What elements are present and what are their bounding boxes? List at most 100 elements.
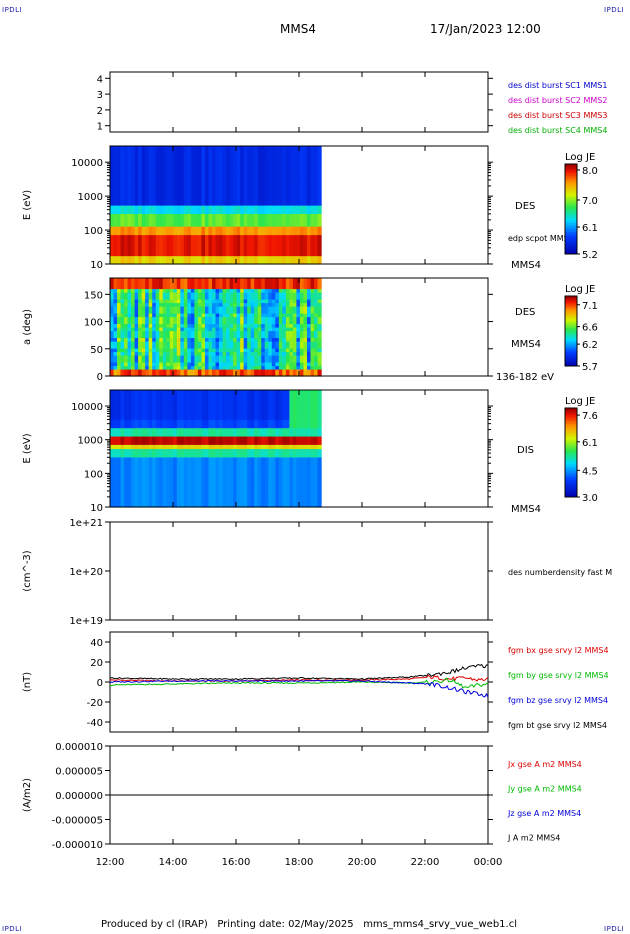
des-energy-spectrogram-cell [254,234,259,240]
des-pitch-spectrogram-cell [285,281,290,286]
dis-energy-spectrogram-cell [159,410,164,416]
des-pitch-spectrogram-cell [268,302,273,307]
dis-energy-spectrogram-cell [152,477,157,483]
sc-availability-legend-entry: des dist burst SC3 MMS3 [508,111,607,120]
dis-energy-spectrogram-cell [190,398,196,404]
dis-energy-spectrogram-cell [194,465,199,470]
des-pitch-spectrogram-cell [222,327,227,332]
des-pitch-spectrogram-cell [247,299,252,304]
dis-energy-spectrogram-cell [236,423,241,429]
plot-datetime: 17/Jan/2023 12:00 [430,22,541,36]
dis-energy-spectrogram-cell [113,431,118,437]
dis-energy-spectrogram-cell [110,469,115,475]
dis-energy-spectrogram-cell [261,394,266,399]
dis-energy-spectrogram-cell [240,435,245,441]
dis-energy-spectrogram-cell [261,465,266,470]
des-energy-spectrogram-cell [236,251,241,257]
des-energy-spectrogram-cell [303,205,308,210]
des-energy-spectrogram-cell [166,183,171,189]
dis-energy-spectrogram-cell [131,486,136,491]
des-energy-spectrogram-cell [120,234,125,240]
dis-energy-spectrogram-cell [110,410,115,416]
des-energy-spectrogram-cell [250,154,255,160]
des-pitch-spectrogram-cell [296,351,301,356]
des-energy-spectrogram-cell [257,200,262,206]
des-pitch-spectrogram-cell [166,362,171,367]
des-energy-spectrogram-cell [299,196,305,202]
dis-energy-spectrogram-cell [247,406,252,412]
dis-energy-spectrogram-cell [110,398,115,404]
des-energy-spectrogram-cell [250,179,255,185]
des-energy-spectrogram-cell [299,188,305,193]
des-pitch-spectrogram-cell [110,323,115,328]
des-energy-spectrogram-cell [233,146,238,151]
dis-energy-spectrogram-cell [190,402,196,408]
des-energy-spectrogram-cell [314,179,319,185]
dis-energy-spectrogram-cell [190,498,196,504]
des-energy-spectrogram-cell [173,171,178,177]
dis-energy-spectrogram-cell [166,490,171,496]
des-pitch-spectrogram-cell [134,351,139,356]
des-energy-spectrogram-cell [113,217,118,223]
dis-energy-spectrogram-cell [187,469,192,475]
des-energy-spectrogram-cell [254,158,259,164]
des-energy-spectrogram-cell [243,247,248,252]
des-energy-spectrogram-cell [166,230,171,236]
dis-energy-spectrogram-cell [183,456,188,462]
des-pitch-spectrogram-cell [275,334,280,339]
des-pitch-spectrogram-cell [120,306,125,311]
des-energy-spectrogram-cell [176,221,181,227]
des-pitch-spectrogram-cell [271,313,276,318]
des-energy-spectrogram-cell [127,209,132,215]
des-energy-spectrogram-cell [229,238,234,244]
des-energy-spectrogram-cell [190,188,196,193]
des-energy-spectrogram-cell [240,213,245,219]
dis-energy-spectrogram-cell [226,410,231,416]
des-energy-spectrogram-cell [141,255,146,261]
des-energy-spectrogram-cell [243,175,248,181]
des-energy-spectrogram-cell [169,175,174,181]
des-energy-spectrogram-cell [268,188,273,193]
des-pitch-spectrogram-cell [138,295,143,300]
des-pitch-spectrogram-cell [113,299,118,304]
des-pitch-spectrogram-cell [222,341,227,346]
des-energy-spectrogram-cell [212,175,217,181]
des-pitch-spectrogram-cell [201,362,206,367]
des-pitch-spectrogram-cell [264,323,269,328]
des-pitch-spectrogram-cell [215,288,220,293]
des-pitch-spectrogram-cell [194,362,199,367]
des-energy-colorbar-tick-label: 6.1 [582,223,598,234]
dis-energy-spectrogram-cell [250,490,255,496]
dis-energy-spectrogram-cell [282,481,287,487]
dis-energy-spectrogram-cell [268,452,273,458]
dis-energy-spectrogram-cell [148,435,153,441]
dis-energy-spectrogram-cell [180,398,185,404]
des-energy-spectrogram-cell [134,146,139,151]
des-pitch-spectrogram-cell [254,323,259,328]
des-pitch-spectrogram-cell [159,358,164,363]
des-pitch-spectrogram-cell [166,369,171,374]
dis-energy-spectrogram-cell [243,469,248,475]
des-energy-spectrogram-cell [306,217,312,223]
des-energy-spectrogram-cell [124,158,129,164]
dis-energy-spectrogram-cell [131,419,136,425]
des-energy-spectrogram-cell [201,200,206,206]
dis-energy-spectrogram-cell [201,402,206,408]
des-pitch-spectrogram-cell [131,295,136,300]
des-energy-spectrogram-cell [145,171,150,177]
des-pitch-spectrogram-cell [222,334,227,339]
dis-energy-spectrogram-cell [219,427,224,433]
des-pitch-spectrogram-cell [190,316,196,321]
dis-energy-spectrogram-cell [120,402,125,408]
dis-energy-spectrogram-cell [166,456,171,462]
des-energy-spectrogram-cell [183,226,188,231]
dis-energy-spectrogram-cell [222,410,227,416]
des-pitch-spectrogram-cell [113,295,118,300]
dis-energy-spectrogram-cell [183,390,188,395]
des-pitch-colorbar-cell [565,350,577,353]
dis-energy-spectrogram-cell [159,477,164,483]
des-energy-spectrogram-cell [289,226,294,231]
des-energy-spectrogram-cell [169,230,174,236]
des-pitch-spectrogram-cell [292,372,298,377]
des-energy-spectrogram-cell [226,196,231,202]
